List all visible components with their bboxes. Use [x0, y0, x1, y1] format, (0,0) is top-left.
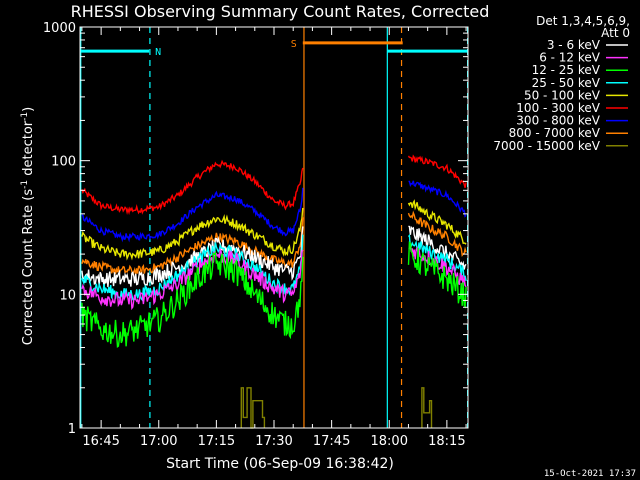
x-tick-label-1: 17:00	[140, 434, 177, 449]
series-line-8-0	[240, 387, 266, 429]
x-tick-label-6: 18:15	[428, 434, 465, 449]
series-line-3-1	[407, 210, 467, 257]
y-tick-label-2: 100	[51, 155, 76, 170]
series-line-2-1	[407, 199, 467, 245]
series-line-6-0	[81, 247, 304, 311]
x-axis-label: Start Time (06-Sep-09 16:38:42)	[166, 456, 394, 472]
plot-area: NS	[80, 27, 469, 429]
legend-entry-label-5: 100 - 300 keV	[516, 101, 600, 115]
legend-entry-label-8: 7000 - 15000 keV	[493, 139, 600, 153]
series-line-2-0	[81, 207, 304, 261]
y-label-main: Corrected Count Rate (s	[21, 189, 36, 346]
legend-header-attenuator: Att 0	[601, 26, 630, 40]
y-tick-label-1: 10	[59, 288, 76, 303]
series-line-0-1	[407, 154, 467, 188]
series-line-8-1	[421, 387, 433, 428]
y-label-sup2: -1	[20, 112, 30, 121]
flag-label-N: N	[155, 47, 161, 58]
series-line-1-1	[408, 180, 467, 218]
series-line-0-0	[81, 159, 304, 216]
y-tick-label-3: 1000	[43, 21, 76, 36]
x-tick-label-4: 17:45	[313, 434, 350, 449]
x-tick-label-0: 16:45	[82, 434, 119, 449]
y-label-sup1: -1	[20, 180, 30, 189]
footer-timestamp: 15-Oct-2021 17:37	[544, 469, 636, 479]
legend-header-detectors: Det 1,3,4,5,6,9,	[536, 14, 630, 28]
series-line-7-1	[407, 241, 467, 309]
series-line-3-0	[81, 217, 304, 276]
y-label-end: )	[21, 107, 36, 112]
x-tick-label-5: 18:00	[371, 434, 408, 449]
legend-entry-label-0: 3 - 6 keV	[547, 38, 601, 52]
legend-entry-label-1: 6 - 12 keV	[539, 51, 601, 65]
flag-label-S: S	[291, 39, 297, 50]
legend-entry-label-7: 800 - 7000 keV	[509, 126, 601, 140]
x-tick-label-3: 17:30	[255, 434, 292, 449]
x-tick-label-2: 17:15	[198, 434, 235, 449]
y-axis-label: Corrected Count Rate (s-1 detector-1)	[20, 107, 36, 345]
series-line-4-1	[408, 225, 467, 270]
y-tick-label-0: 1	[68, 422, 76, 437]
legend-entry-label-3: 25 - 50 keV	[532, 76, 601, 90]
series-line-7-0	[81, 250, 304, 348]
legend-entry-label-4: 50 - 100 keV	[524, 88, 601, 102]
axes: 16:45 17:00 17:15 17:30 17:45 18:00 18:15 1 10 10…	[43, 21, 469, 449]
y-label-mid: detector	[21, 120, 36, 180]
legend-entry-label-2: 12 - 25 keV	[532, 63, 601, 77]
legend-entry-label-6: 300 - 800 keV	[516, 114, 600, 128]
series-line-1-0	[81, 187, 304, 243]
chart-title: RHESSI Observing Summary Count Rates, Co…	[71, 2, 490, 21]
